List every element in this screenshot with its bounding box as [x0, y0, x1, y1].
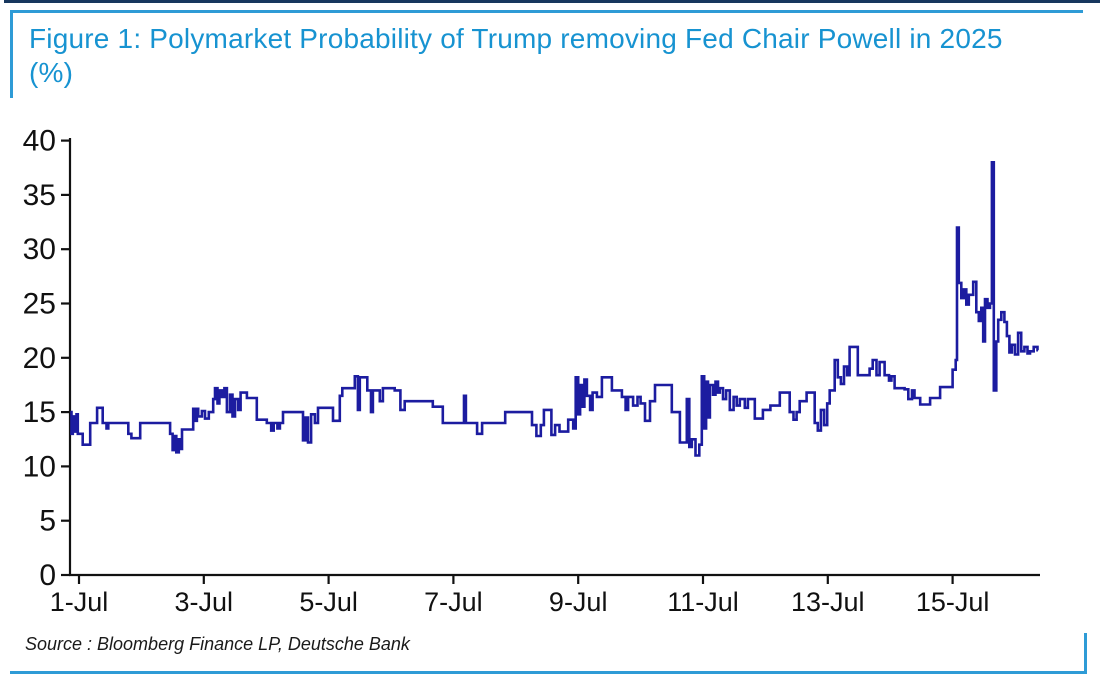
x-tick-label: 1-Jul [50, 587, 109, 617]
y-tick-label: 10 [23, 450, 56, 483]
x-tick-label: 3-Jul [175, 587, 234, 617]
x-tick-label: 7-Jul [424, 587, 483, 617]
probability-step-line [70, 161, 1039, 457]
x-tick-label: 13-Jul [791, 587, 865, 617]
x-tick-label: 15-Jul [916, 587, 990, 617]
y-tick-label: 35 [23, 179, 56, 212]
figure-title-box: Figure 1: Polymarket Probability of Trum… [10, 10, 1083, 98]
x-tick-label: 9-Jul [549, 587, 608, 617]
bottom-divider-rule [10, 671, 1087, 674]
y-tick-label: 0 [39, 559, 56, 592]
y-tick-label: 15 [23, 396, 56, 429]
y-tick-label: 5 [39, 505, 56, 538]
source-note: Source : Bloomberg Finance LP, Deutsche … [25, 634, 410, 654]
figure-title-line1: Figure 1: Polymarket Probability of Trum… [29, 23, 1003, 54]
x-tick-label: 11-Jul [667, 587, 739, 617]
y-tick-label: 30 [23, 233, 56, 266]
top-divider-rule [4, 0, 1100, 3]
y-tick-label: 25 [23, 288, 56, 321]
x-tick-label: 5-Jul [299, 587, 358, 617]
y-tick-label: 20 [23, 342, 56, 375]
y-tick-label: 40 [23, 125, 56, 158]
figure-title-line2: (%) [29, 57, 74, 88]
bottom-right-corner-rule [1084, 633, 1087, 674]
